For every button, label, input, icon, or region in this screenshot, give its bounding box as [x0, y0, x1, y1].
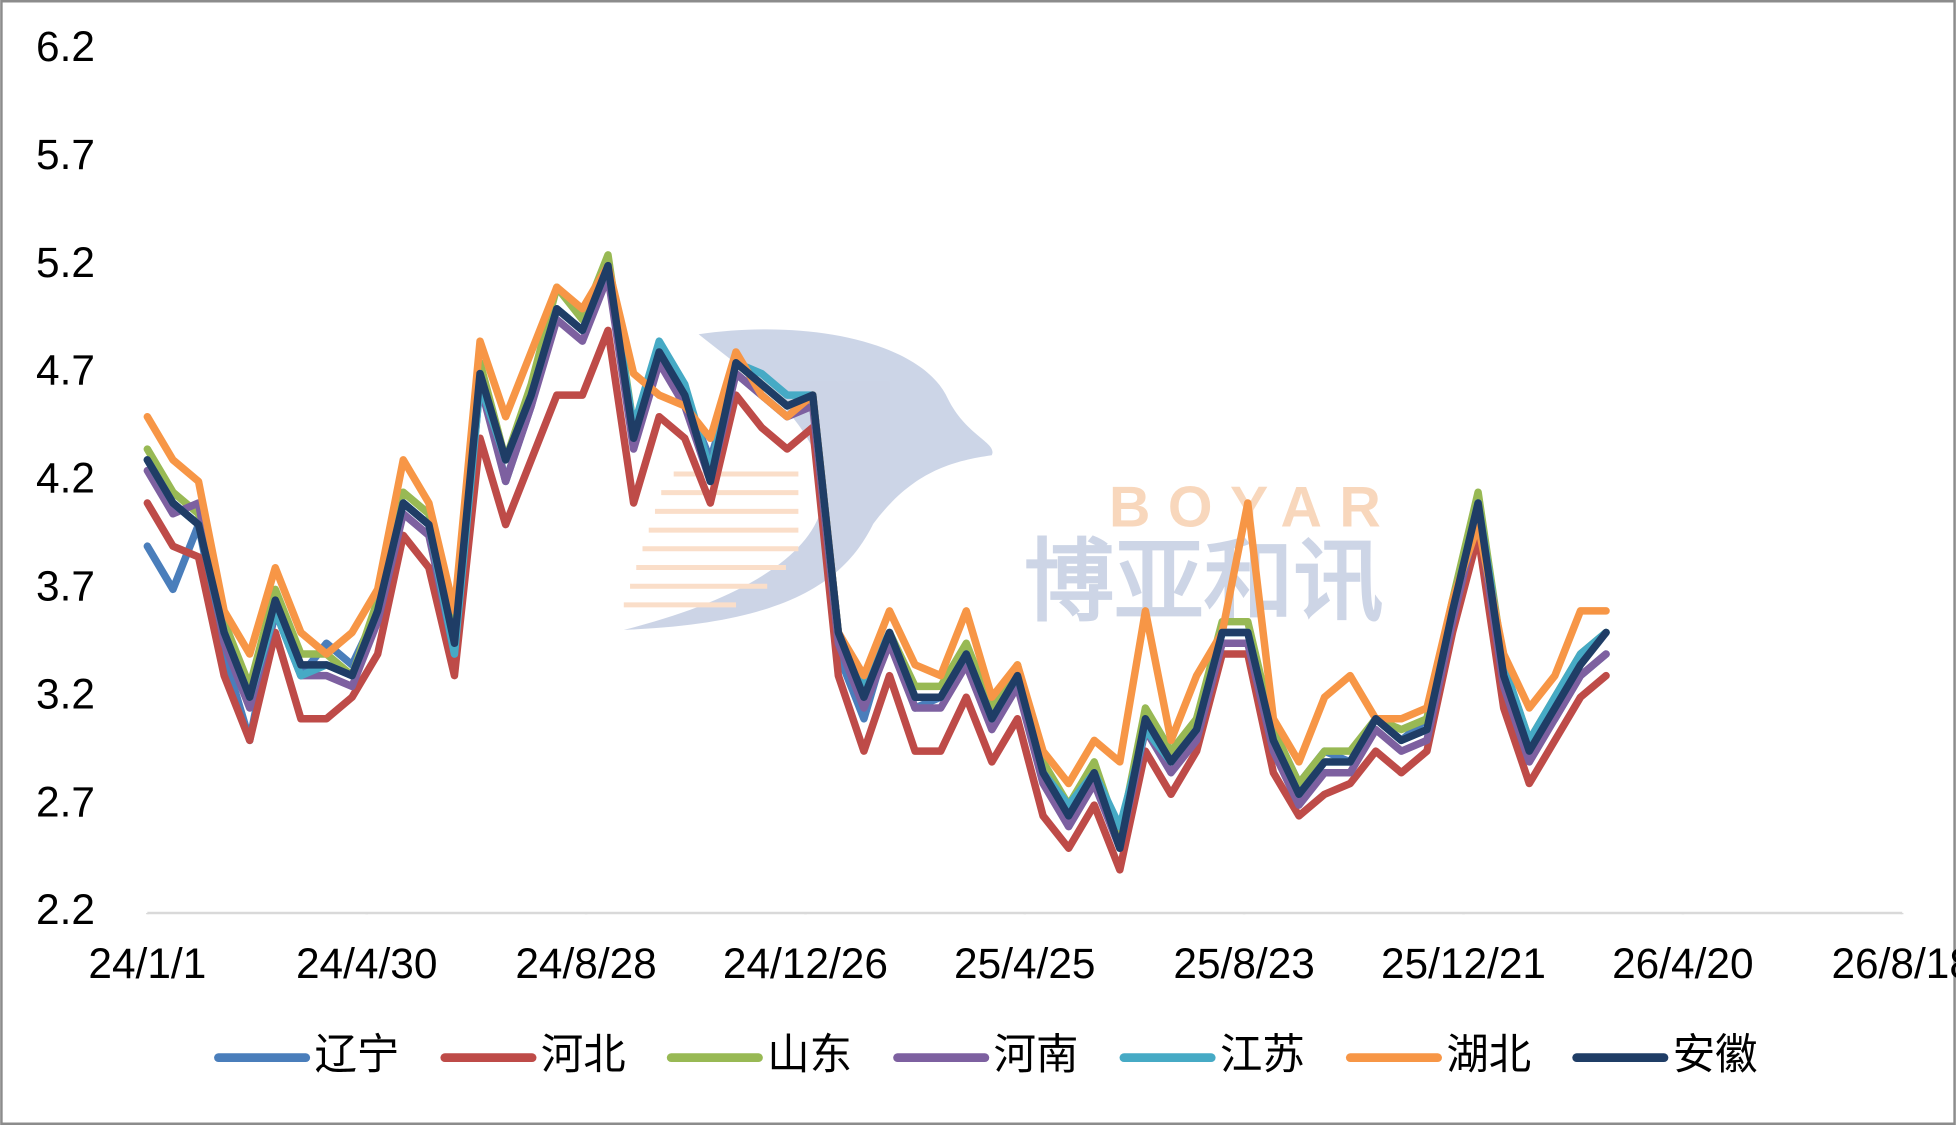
- legend-label: 江苏: [1220, 1031, 1305, 1078]
- x-tick-label: 26/8/18: [1831, 940, 1956, 987]
- x-tick-label: 26/4/20: [1612, 940, 1753, 987]
- series-line: [143, 326, 1610, 874]
- legend-label: 湖北: [1446, 1031, 1531, 1078]
- series-line: [143, 261, 1610, 852]
- y-tick-label: 4.7: [36, 347, 95, 394]
- x-tick-label: 24/12/26: [723, 940, 888, 987]
- y-tick-label: 2.7: [36, 778, 95, 825]
- y-tick-label: 6.2: [36, 23, 95, 70]
- series-line: [143, 261, 1610, 788]
- legend-label: 河北: [541, 1031, 626, 1078]
- y-tick-label: 3.7: [36, 563, 95, 610]
- x-tick-label: 25/8/23: [1173, 940, 1314, 987]
- x-tick-label: 24/8/28: [515, 940, 656, 987]
- y-tick-label: 4.2: [36, 455, 95, 502]
- y-tick-label: 2.2: [36, 886, 95, 933]
- legend-label: 山东: [767, 1031, 852, 1078]
- legend-label: 河南: [994, 1031, 1079, 1078]
- x-tick-label: 25/12/21: [1381, 940, 1546, 987]
- legend-label: 辽宁: [314, 1031, 399, 1078]
- y-tick-label: 3.2: [36, 670, 95, 717]
- x-tick-label: 25/4/25: [954, 940, 1095, 987]
- y-tick-label: 5.7: [36, 131, 95, 178]
- x-tick-label: 24/4/30: [296, 940, 437, 987]
- y-tick-label: 5.2: [36, 239, 95, 286]
- legend-label: 安徽: [1673, 1031, 1758, 1078]
- watermark-logo: [623, 329, 993, 630]
- watermark-zh: 博亚和讯: [1024, 532, 1383, 632]
- x-tick-label: 24/1/1: [88, 940, 206, 987]
